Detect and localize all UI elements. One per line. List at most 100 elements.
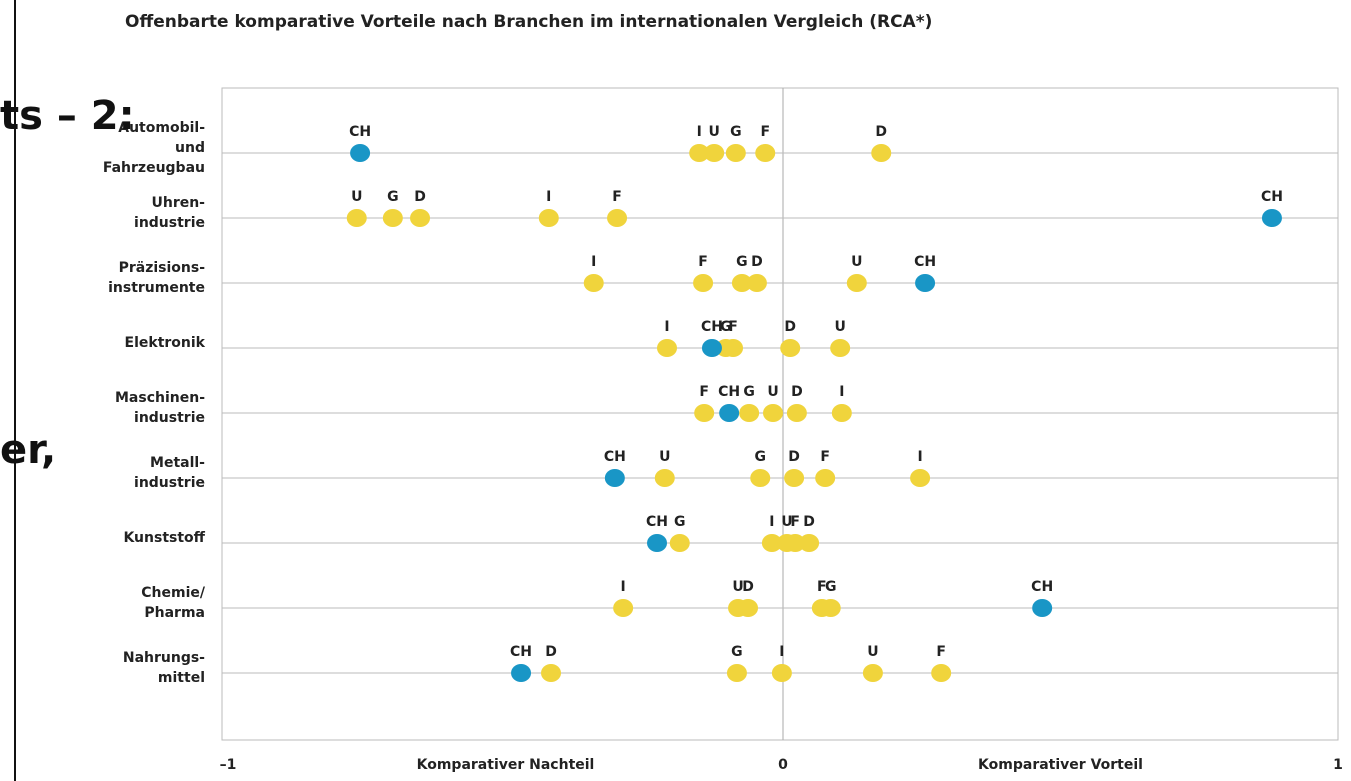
dot-label: U: [867, 644, 878, 660]
dot: [811, 599, 832, 617]
dot-label: F: [936, 644, 946, 660]
dot-label: U: [851, 254, 862, 270]
dot: [1032, 599, 1053, 617]
dot: [613, 599, 634, 617]
dot: [1261, 209, 1282, 227]
dot: [704, 144, 725, 162]
dot-label: D: [751, 254, 763, 270]
dot-label: G: [720, 319, 732, 335]
category-label: Uhren-: [151, 195, 205, 211]
axis-label: Komparativer Nachteil: [417, 757, 595, 773]
category-label: Elektronik: [125, 335, 206, 351]
dot: [723, 339, 744, 357]
dot-label: F: [612, 189, 622, 205]
dot-label: F: [698, 254, 708, 270]
category-label: und: [175, 140, 205, 156]
dot: [346, 209, 367, 227]
dot: [815, 469, 836, 487]
dot: [915, 274, 936, 292]
dot-label: D: [784, 319, 796, 335]
overlay-text: er,: [0, 427, 56, 473]
dot: [763, 404, 784, 422]
dot-label: I: [769, 514, 774, 530]
dot-label: D: [742, 579, 754, 595]
dot-label: G: [731, 644, 743, 660]
dot-label: G: [387, 189, 399, 205]
dot: [784, 469, 805, 487]
dot: [538, 209, 559, 227]
dot: [694, 404, 715, 422]
dot: [669, 534, 690, 552]
dot-label: G: [736, 254, 748, 270]
category-label: industrie: [134, 475, 205, 491]
plot-frame: [221, 87, 1339, 741]
dot: [871, 144, 892, 162]
dot: [799, 534, 820, 552]
chart-title: Offenbarte komparative Vorteile nach Bra…: [125, 12, 932, 32]
dot-label: F: [760, 124, 770, 140]
dot-label: I: [621, 579, 626, 595]
dot: [831, 404, 852, 422]
dot-label: G: [730, 124, 742, 140]
dot-label: U: [708, 124, 719, 140]
x-tick-label: 1: [1333, 757, 1343, 773]
dot-label: G: [754, 449, 766, 465]
category-label: Maschinen-: [115, 390, 205, 406]
dot-label: CH: [701, 319, 723, 335]
dot: [846, 274, 867, 292]
dot: [910, 469, 931, 487]
dot-label: CH: [604, 449, 626, 465]
dot: [786, 404, 807, 422]
category-label: Automobil-: [118, 120, 205, 136]
dot-label: D: [791, 384, 803, 400]
dot-label: G: [674, 514, 686, 530]
dot-label: D: [875, 124, 887, 140]
dot-label: U: [834, 319, 845, 335]
category-label: Präzisions-: [119, 260, 206, 276]
dot-label: D: [545, 644, 557, 660]
dot-label: CH: [646, 514, 668, 530]
dot: [541, 664, 562, 682]
dot: [726, 664, 747, 682]
category-label: mittel: [158, 670, 205, 686]
dot-label: CH: [1031, 579, 1053, 595]
category-label: Metall-: [150, 455, 205, 471]
category-label: Chemie/: [141, 585, 206, 601]
dot-label: I: [779, 644, 784, 660]
dot: [731, 274, 752, 292]
dot: [654, 469, 675, 487]
dot: [931, 664, 952, 682]
dot-label: G: [743, 384, 755, 400]
category-label: Fahrzeugbau: [103, 160, 205, 176]
dot-label: D: [803, 514, 815, 530]
dot-label: CH: [718, 384, 740, 400]
dot: [382, 209, 403, 227]
dot: [657, 339, 678, 357]
dot-label: I: [664, 319, 669, 335]
dot: [350, 144, 371, 162]
dot-label: D: [788, 449, 800, 465]
dot-label: F: [820, 449, 830, 465]
category-label: Kunststoff: [123, 530, 205, 546]
category-label: instrumente: [108, 280, 205, 296]
dot-label: I: [697, 124, 702, 140]
dot: [862, 664, 883, 682]
dot-label: F: [699, 384, 709, 400]
dot: [738, 599, 759, 617]
dot: [607, 209, 628, 227]
dot: [647, 534, 668, 552]
dot: [785, 534, 806, 552]
x-tick-label: –1: [220, 757, 237, 773]
dot: [689, 144, 710, 162]
dot-label: D: [414, 189, 426, 205]
dot-label: CH: [349, 124, 371, 140]
dot-label: I: [917, 449, 922, 465]
dot: [719, 404, 740, 422]
dot-label: U: [351, 189, 362, 205]
dot-label: F: [728, 319, 738, 335]
category-label: industrie: [134, 215, 205, 231]
dot-label: CH: [510, 644, 532, 660]
dot: [771, 664, 792, 682]
dot: [830, 339, 851, 357]
dot: [755, 144, 776, 162]
